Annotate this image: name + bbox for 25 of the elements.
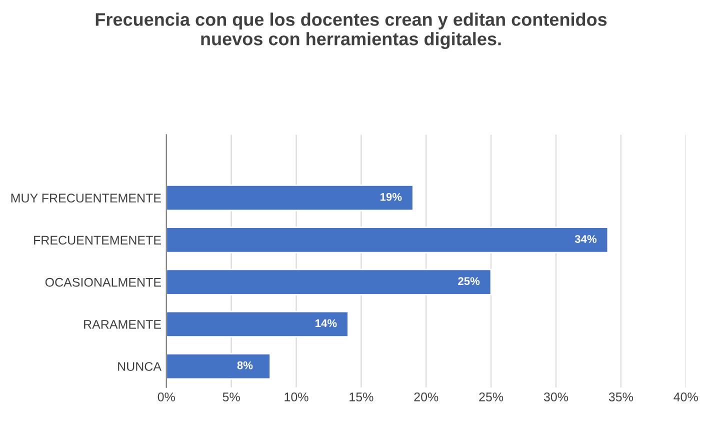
x-tick-label: 25% xyxy=(479,392,504,402)
x-tick-label: 0% xyxy=(158,392,175,402)
data-label: 25% xyxy=(458,277,480,286)
data-label: 34% xyxy=(574,235,597,243)
bar xyxy=(166,310,349,338)
bar xyxy=(166,184,414,212)
x-tick-label: 40% xyxy=(674,392,698,402)
y-tick-label: NUNCA xyxy=(118,362,162,371)
y-tick-label: OCASIONALMENTE xyxy=(45,278,161,287)
bar xyxy=(166,352,271,380)
y-tick-label: FRECUENTEMENETE xyxy=(34,236,161,245)
y-tick-label: MUY FRECUENTEMENTE xyxy=(11,194,161,203)
chart-title: Frecuencia con que los docentes crean y editan contenidos nuevos con herramientas digitales. xyxy=(96,12,607,49)
x-tick-label: 15% xyxy=(350,392,374,402)
data-label: 19% xyxy=(380,192,402,201)
x-tick-label: 35% xyxy=(608,392,633,402)
data-label: 8% xyxy=(237,361,253,370)
x-tick-label: 30% xyxy=(544,392,568,402)
y-tick-label: RARAMENTE xyxy=(84,320,161,329)
bar xyxy=(166,226,609,254)
data-label: 14% xyxy=(316,319,337,328)
x-tick-label: 10% xyxy=(284,392,308,402)
x-tick-label: 5% xyxy=(222,392,240,402)
bar xyxy=(166,268,492,296)
x-tick-label: 20% xyxy=(414,392,438,402)
